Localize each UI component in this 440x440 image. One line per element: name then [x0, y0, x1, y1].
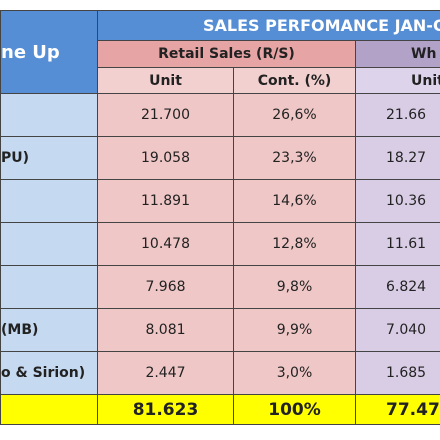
cont-cell: 9,9% — [233, 308, 356, 352]
unit-cell: 8.081 — [97, 308, 234, 352]
data-row: o & Sirion) 2.447 3,0% 1.685 — [0, 351, 440, 395]
wholesale-cell: 7.040 — [354, 308, 440, 352]
cont-header: Cont. (%) — [233, 67, 356, 94]
sales-table: ne Up SALES PERFOMANCE JAN-OC Retail Sal… — [0, 10, 440, 425]
data-row: (MB) 8.081 9,9% 7.040 — [0, 308, 440, 352]
cont-cell: 3,0% — [233, 351, 356, 395]
unit-cell: 19.058 — [97, 136, 234, 180]
wholesale-cell: 11.61 — [354, 222, 440, 266]
title: SALES PERFOMANCE JAN-OC — [96, 10, 440, 41]
row-label: (MB) — [0, 308, 98, 352]
title-row: ne Up SALES PERFOMANCE JAN-OC — [0, 10, 440, 94]
unit-cell: 2.447 — [97, 351, 234, 395]
total-cont: 100% — [233, 394, 356, 425]
cont-cell: 9,8% — [233, 265, 356, 309]
data-row: 21.700 26,6% 21.66 — [0, 93, 440, 137]
cont-cell: 14,6% — [233, 179, 356, 223]
row-label — [0, 179, 98, 223]
row-label: PU) — [0, 136, 98, 180]
unit-header: Unit — [97, 67, 234, 94]
wholesale-cell: 6.824 — [354, 265, 440, 309]
data-row: PU) 19.058 23,3% 18.27 — [0, 136, 440, 180]
total-label — [0, 394, 98, 425]
total-unit: 81.623 — [97, 394, 234, 425]
unit-cell: 11.891 — [97, 179, 234, 223]
unit-cell: 21.700 — [97, 93, 234, 137]
row-label — [0, 265, 98, 309]
wholesale-cell: 18.27 — [354, 136, 440, 180]
unit-cell: 10.478 — [97, 222, 234, 266]
cont-cell: 26,6% — [233, 93, 356, 137]
wholesale-cell: 10.36 — [354, 179, 440, 223]
wholesale-cell: 1.685 — [354, 351, 440, 395]
unit-cell: 7.968 — [97, 265, 234, 309]
cont-cell: 23,3% — [233, 136, 356, 180]
data-row: 10.478 12,8% 11.61 — [0, 222, 440, 266]
cont-cell: 12,8% — [233, 222, 356, 266]
total-wholesale: 77.47 — [354, 394, 440, 425]
row-label — [0, 222, 98, 266]
wholesale-cell: 21.66 — [354, 93, 440, 137]
data-row: 11.891 14,6% 10.36 — [0, 179, 440, 223]
retail-header: Retail Sales (R/S) — [97, 40, 356, 68]
row-label — [0, 93, 98, 137]
row-label: o & Sirion) — [0, 351, 98, 395]
data-row: 7.968 9,8% 6.824 — [0, 265, 440, 309]
line-up-header: ne Up — [0, 10, 98, 94]
unit-header: Unit — [354, 67, 440, 94]
total-row: 81.623 100% 77.47 — [0, 394, 440, 425]
wholesale-header: Wh — [354, 40, 440, 68]
